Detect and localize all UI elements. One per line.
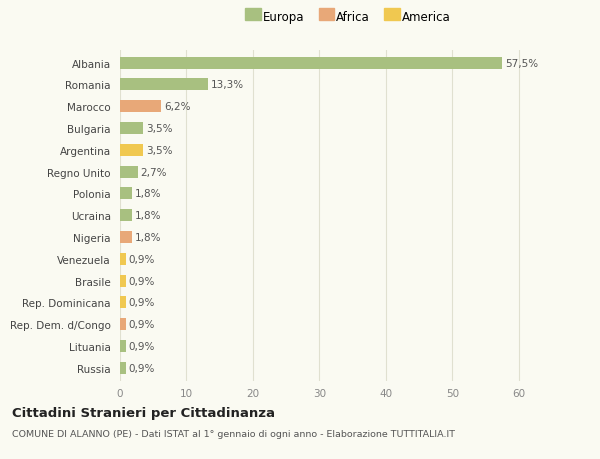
Bar (120, 210, 132, 222)
Text: 0,9%: 0,9% (128, 363, 155, 373)
Text: Cittadini Stranieri per Cittadinanza: Cittadini Stranieri per Cittadinanza (12, 406, 275, 419)
Text: 1,8%: 1,8% (134, 189, 161, 199)
Bar (120, 253, 126, 265)
Bar (120, 166, 138, 178)
Text: 1,8%: 1,8% (134, 211, 161, 221)
Text: 0,9%: 0,9% (128, 319, 155, 330)
Text: 0,9%: 0,9% (128, 276, 155, 286)
Text: COMUNE DI ALANNO (PE) - Dati ISTAT al 1° gennaio di ogni anno - Elaborazione TUT: COMUNE DI ALANNO (PE) - Dati ISTAT al 1°… (12, 429, 455, 438)
Bar (120, 145, 143, 157)
Text: 2,7%: 2,7% (140, 167, 167, 177)
Text: 6,2%: 6,2% (164, 102, 190, 112)
Text: 57,5%: 57,5% (505, 59, 538, 68)
Text: 0,9%: 0,9% (128, 341, 155, 351)
Text: 0,9%: 0,9% (128, 298, 155, 308)
Bar (120, 79, 208, 91)
Bar (120, 101, 161, 113)
Text: 3,5%: 3,5% (146, 124, 172, 134)
Bar (120, 57, 502, 69)
Bar (120, 275, 126, 287)
Bar (120, 231, 132, 243)
Bar (120, 297, 126, 308)
Bar (120, 123, 143, 135)
Legend: Europa, Africa, America: Europa, Africa, America (243, 8, 453, 26)
Bar (120, 188, 132, 200)
Text: 1,8%: 1,8% (134, 232, 161, 242)
Bar (120, 319, 126, 330)
Bar (120, 362, 126, 374)
Text: 3,5%: 3,5% (146, 146, 172, 156)
Text: 0,9%: 0,9% (128, 254, 155, 264)
Text: 13,3%: 13,3% (211, 80, 244, 90)
Bar (120, 340, 126, 352)
